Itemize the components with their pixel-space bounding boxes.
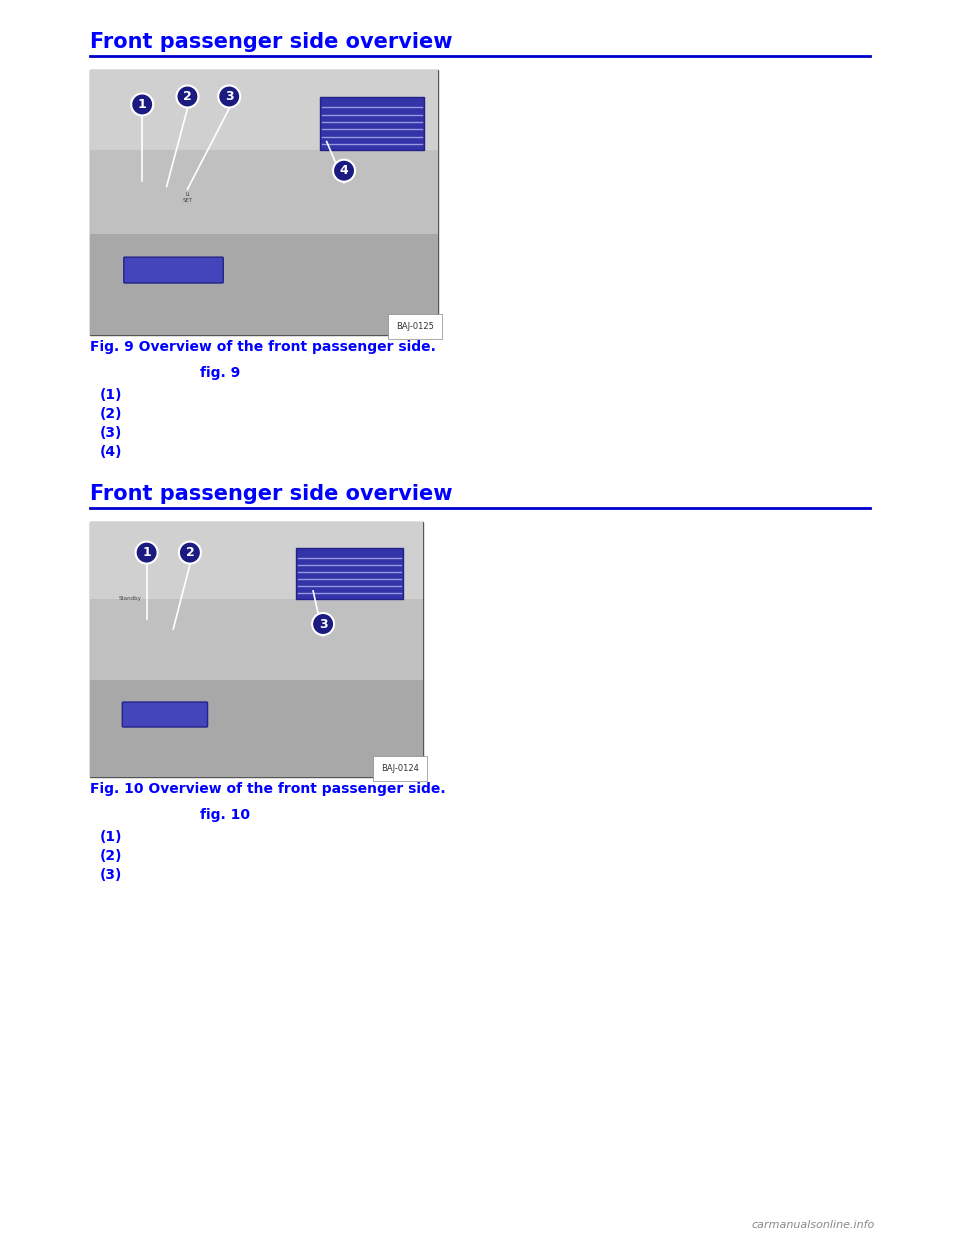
- Circle shape: [333, 160, 355, 181]
- Text: Fig. 10 Overview of the front passenger side.: Fig. 10 Overview of the front passenger …: [90, 782, 445, 796]
- Bar: [320, 97, 424, 149]
- Text: Front passenger side overview: Front passenger side overview: [90, 484, 452, 504]
- Circle shape: [312, 614, 334, 635]
- Text: fig. 9: fig. 9: [200, 366, 240, 380]
- Text: 1: 1: [138, 98, 147, 111]
- Text: 3: 3: [319, 617, 327, 631]
- Text: (2): (2): [100, 850, 123, 863]
- Circle shape: [132, 93, 154, 116]
- Bar: [90, 235, 438, 335]
- Bar: [90, 681, 423, 777]
- Bar: [297, 548, 403, 599]
- Bar: [90, 599, 423, 681]
- Text: (3): (3): [100, 426, 122, 440]
- Circle shape: [177, 86, 199, 108]
- Circle shape: [218, 86, 240, 108]
- Text: carmanualsonline.info: carmanualsonline.info: [752, 1220, 875, 1230]
- Text: (2): (2): [100, 407, 123, 421]
- Text: Standby: Standby: [118, 596, 141, 601]
- Bar: [90, 522, 423, 599]
- FancyBboxPatch shape: [122, 702, 207, 727]
- FancyBboxPatch shape: [124, 257, 224, 283]
- Text: (4): (4): [100, 445, 123, 460]
- Bar: [90, 149, 438, 235]
- Circle shape: [135, 542, 157, 564]
- Text: 1: 1: [142, 546, 151, 559]
- Text: (1): (1): [100, 830, 123, 845]
- Text: LI
SET: LI SET: [182, 191, 193, 202]
- Text: (1): (1): [100, 388, 123, 402]
- Bar: [90, 70, 438, 335]
- Bar: [90, 522, 423, 777]
- Text: 2: 2: [183, 89, 192, 103]
- Text: 4: 4: [340, 164, 348, 178]
- Text: (3): (3): [100, 868, 122, 882]
- Text: Front passenger side overview: Front passenger side overview: [90, 32, 452, 52]
- Text: fig. 10: fig. 10: [200, 809, 250, 822]
- Text: BAJ-0124: BAJ-0124: [381, 764, 419, 773]
- Text: 3: 3: [225, 89, 233, 103]
- Text: Fig. 9 Overview of the front passenger side.: Fig. 9 Overview of the front passenger s…: [90, 340, 436, 354]
- Bar: [90, 70, 438, 149]
- Text: 2: 2: [185, 546, 194, 559]
- Text: BAJ-0125: BAJ-0125: [396, 322, 434, 332]
- Circle shape: [179, 542, 201, 564]
